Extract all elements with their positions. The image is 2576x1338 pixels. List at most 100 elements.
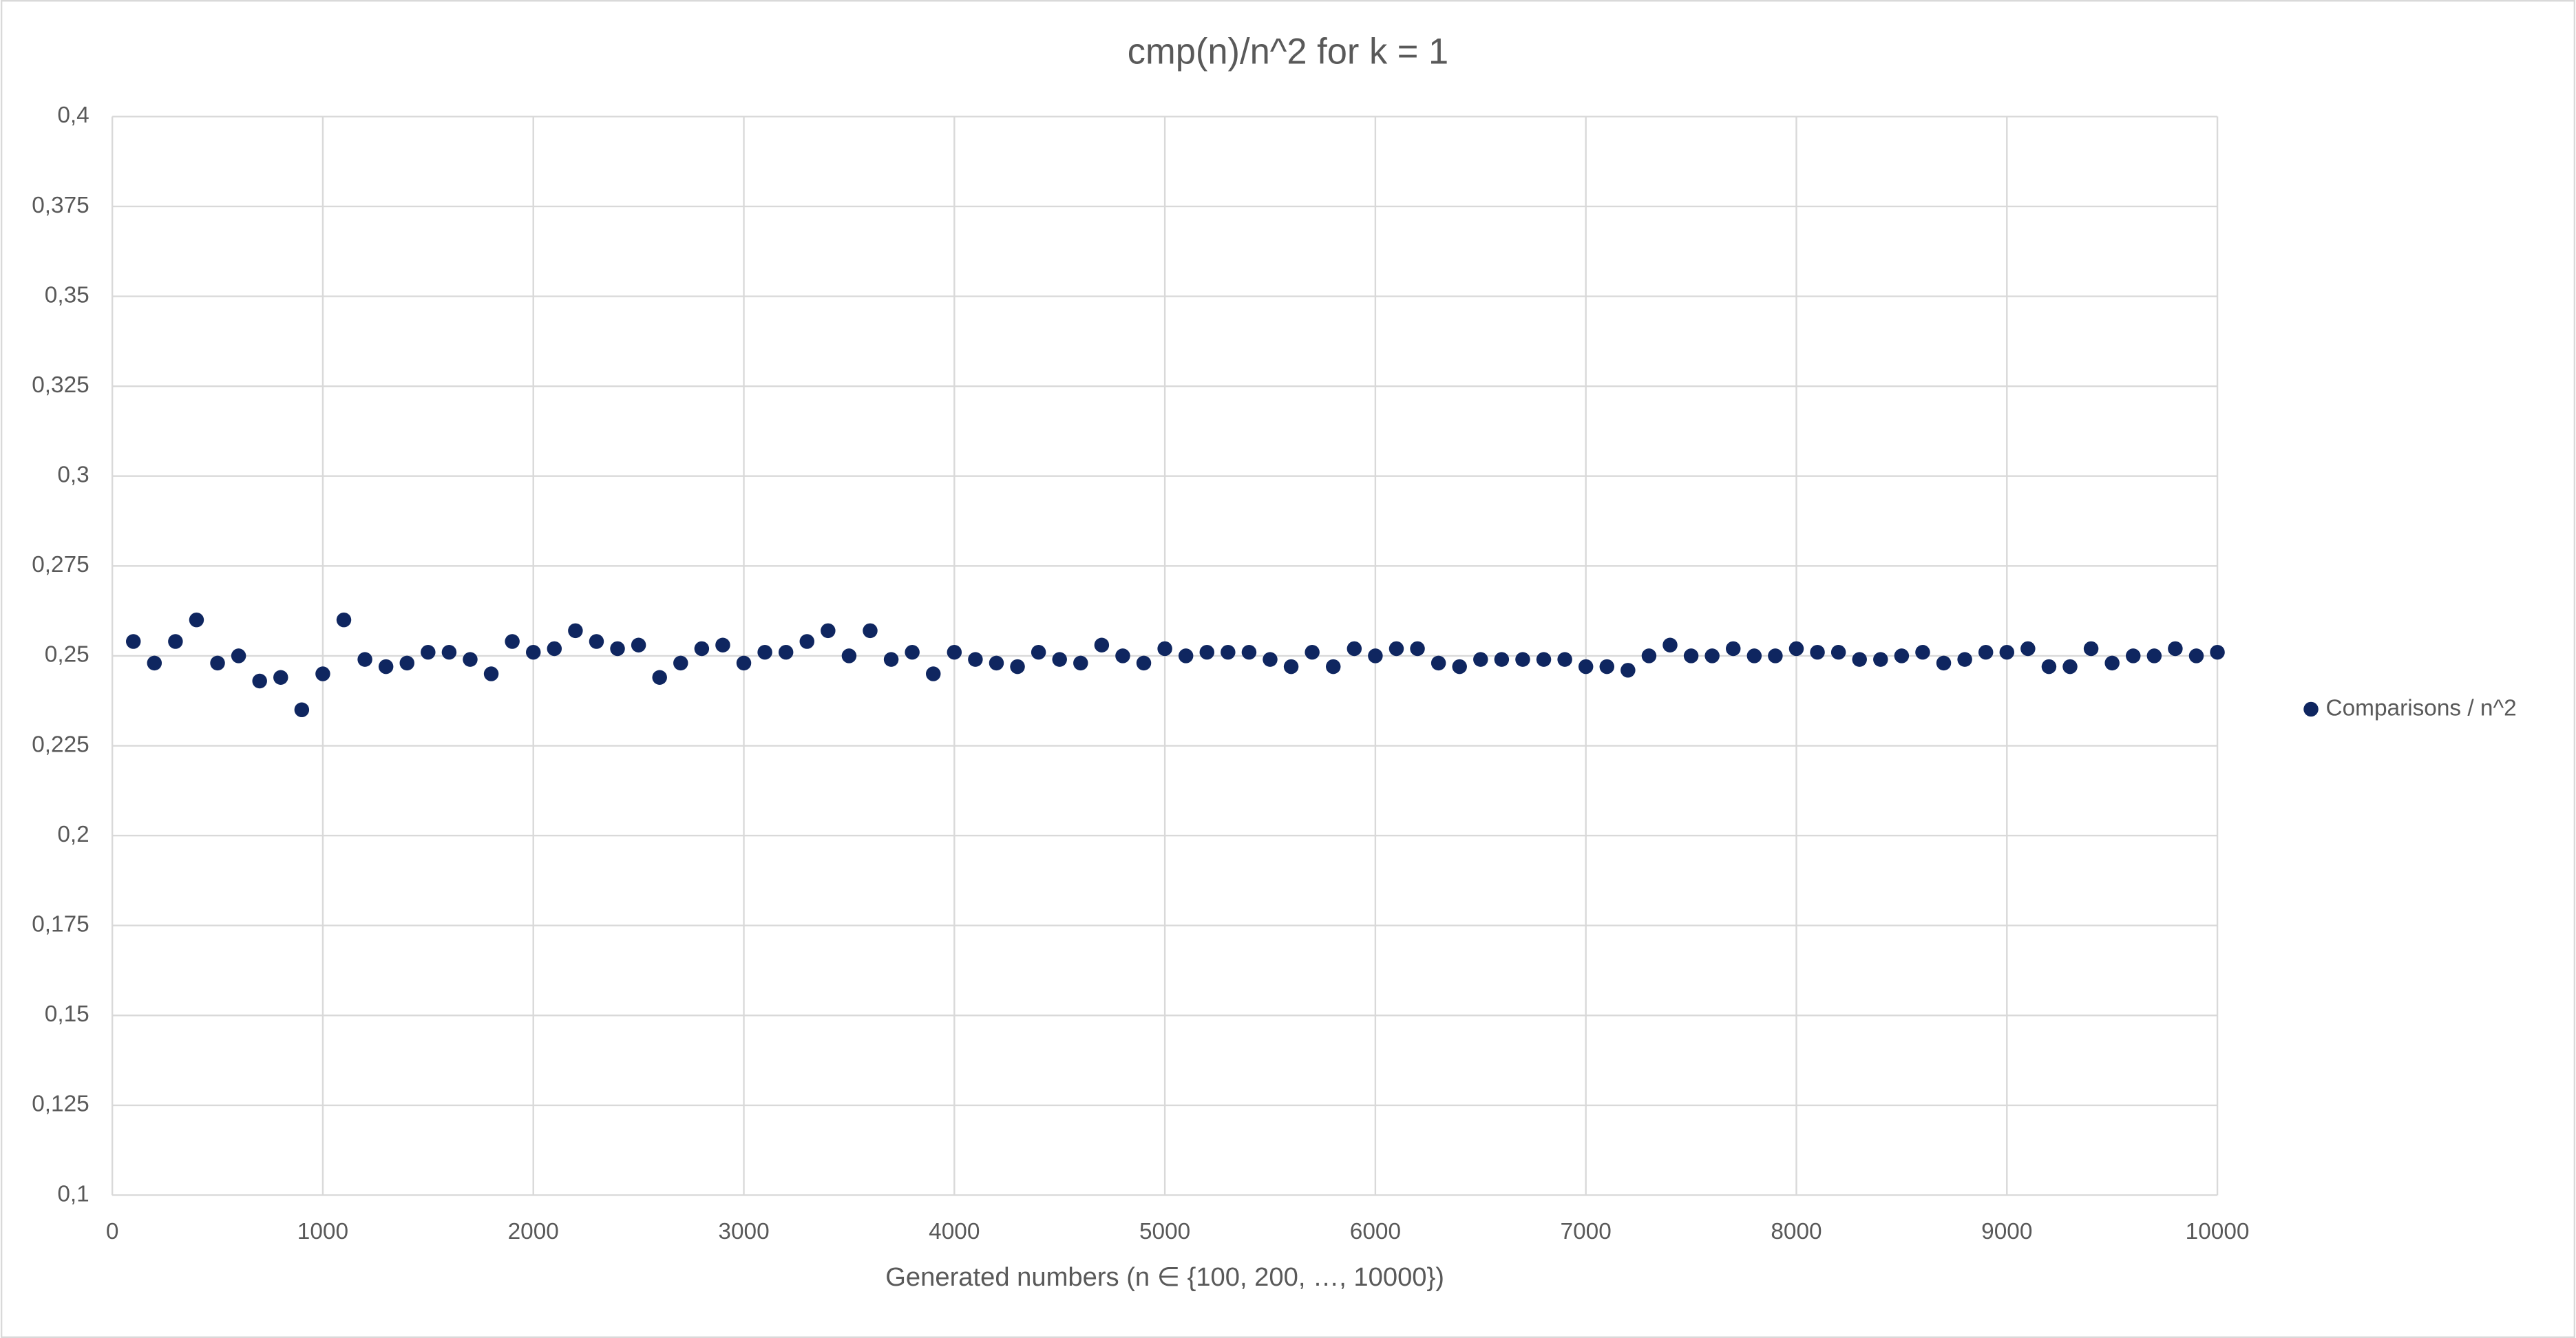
y-tick-label: 0,35	[45, 282, 89, 308]
y-tick-label: 0,175	[32, 912, 89, 937]
x-tick-label: 1000	[297, 1219, 348, 1244]
point	[989, 655, 1004, 671]
point	[883, 652, 899, 667]
point	[1578, 659, 1594, 675]
y-tick-label: 0,25	[45, 642, 89, 668]
point	[1052, 652, 1067, 667]
point	[1221, 644, 1236, 660]
point	[1389, 641, 1404, 657]
point	[968, 652, 983, 667]
point	[2020, 641, 2036, 657]
point	[778, 644, 794, 660]
point	[441, 644, 457, 660]
point	[589, 634, 604, 649]
point	[399, 655, 414, 671]
point	[2210, 644, 2225, 660]
point	[2062, 659, 2078, 675]
x-tick-label: 8000	[1771, 1219, 1822, 1244]
y-tick-label: 0,225	[32, 732, 89, 757]
y-tick-label: 0,325	[32, 372, 89, 398]
legend-marker	[2303, 701, 2319, 717]
point	[294, 702, 310, 718]
x-axis-label: Generated numbers (n ∈ {100, 200, …, 100…	[885, 1262, 1444, 1292]
point	[736, 655, 752, 671]
point	[631, 637, 646, 652]
point	[1241, 644, 1257, 660]
point	[2083, 641, 2099, 657]
point	[525, 644, 541, 660]
point	[231, 648, 246, 663]
y-tick-label: 0,275	[32, 552, 89, 577]
y-tick-label: 0,1	[57, 1181, 89, 1207]
y-tick-label: 0,375	[32, 193, 89, 218]
y-tick-label: 0,4	[57, 103, 89, 128]
point	[1683, 648, 1699, 663]
point	[1768, 648, 1783, 663]
point	[147, 655, 162, 671]
point	[378, 659, 394, 675]
point	[357, 652, 372, 667]
point	[1704, 648, 1720, 663]
point	[841, 648, 857, 663]
x-tick-label: 7000	[1561, 1219, 1612, 1244]
x-tick-label: 2000	[508, 1219, 559, 1244]
point	[673, 655, 688, 671]
point	[2146, 648, 2162, 663]
point	[1852, 652, 1867, 667]
legend-label: Comparisons / n^2	[2325, 695, 2516, 721]
point	[2168, 641, 2183, 657]
point	[1978, 644, 1994, 660]
point	[1599, 659, 1615, 675]
point	[547, 641, 562, 657]
point	[1010, 659, 1025, 675]
x-tick-label: 10000	[2186, 1219, 2250, 1244]
point	[1073, 655, 1088, 671]
point	[1305, 644, 1320, 660]
point	[1620, 663, 1636, 678]
point	[863, 623, 878, 639]
point	[1326, 659, 1341, 675]
point	[1515, 652, 1530, 667]
x-tick-label: 5000	[1139, 1219, 1190, 1244]
point	[1115, 648, 1130, 663]
point	[2104, 655, 2120, 671]
point	[1136, 655, 1152, 671]
point	[315, 666, 330, 681]
point	[252, 673, 267, 689]
x-tick-label: 4000	[929, 1219, 980, 1244]
point	[1915, 644, 1930, 660]
point	[1936, 655, 1952, 671]
point	[210, 655, 225, 671]
point	[421, 644, 436, 660]
point	[694, 641, 710, 657]
point	[1368, 648, 1383, 663]
point	[168, 634, 183, 649]
point	[715, 637, 730, 652]
point	[568, 623, 583, 639]
point	[1788, 641, 1804, 657]
point	[1536, 652, 1552, 667]
point	[1347, 641, 1362, 657]
point	[1178, 648, 1194, 663]
point	[1410, 641, 1425, 657]
point	[1199, 644, 1214, 660]
point	[463, 652, 478, 667]
point	[1494, 652, 1510, 667]
x-tick-label: 3000	[718, 1219, 769, 1244]
chart-title: cmp(n)/n^2 for k = 1	[1128, 32, 1448, 72]
point	[799, 634, 814, 649]
point	[1830, 644, 1846, 660]
point	[610, 641, 625, 657]
point	[2041, 659, 2057, 675]
point	[1746, 648, 1762, 663]
point	[1283, 659, 1299, 675]
point	[1726, 641, 1741, 657]
point	[821, 623, 836, 639]
y-tick-label: 0,15	[45, 1001, 89, 1027]
point	[125, 634, 141, 649]
point	[1557, 652, 1572, 667]
point	[1873, 652, 1888, 667]
point	[336, 612, 352, 628]
point	[1641, 648, 1657, 663]
